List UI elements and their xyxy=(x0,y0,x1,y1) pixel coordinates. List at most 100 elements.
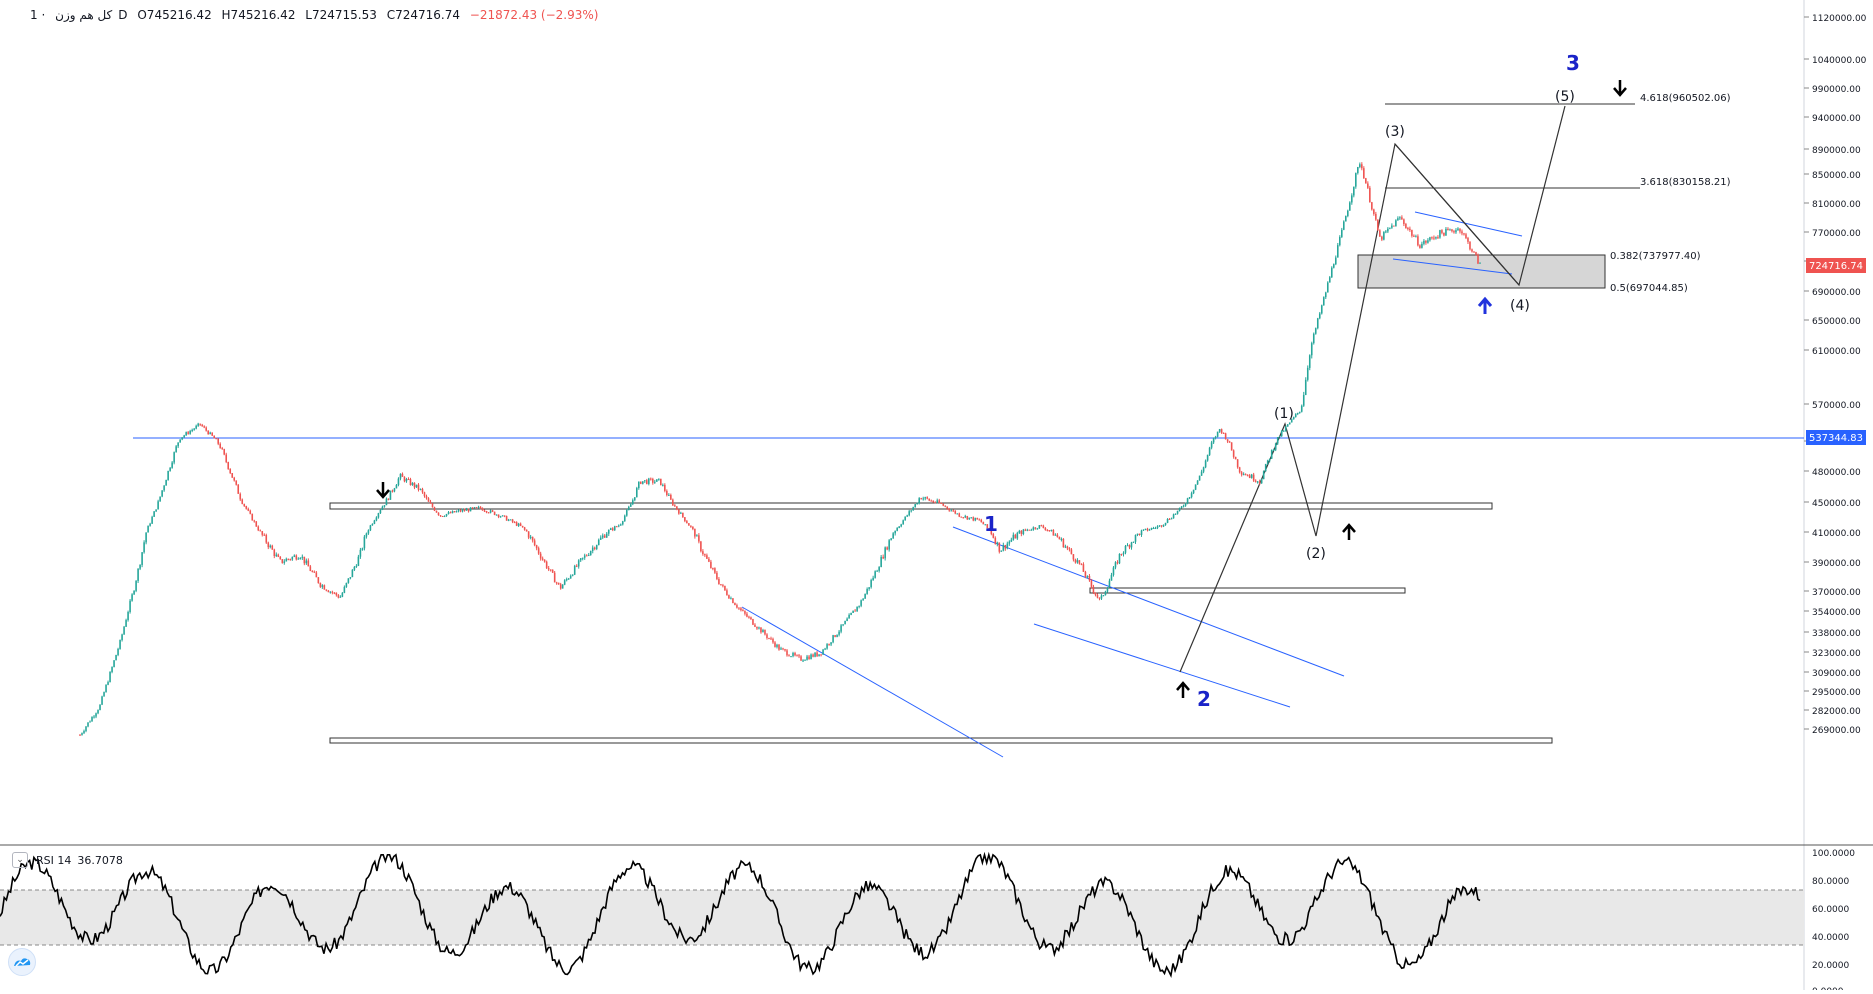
candle-body xyxy=(227,462,230,469)
candle-body xyxy=(223,449,226,455)
candle-body xyxy=(1088,575,1091,581)
candle-body xyxy=(133,590,135,595)
candle-body xyxy=(205,427,207,431)
candle-body xyxy=(1010,539,1013,542)
candle-body xyxy=(1371,202,1373,210)
candle-body xyxy=(1389,227,1391,229)
candle-body xyxy=(491,510,494,512)
candle-body xyxy=(1439,230,1441,238)
candle-body xyxy=(275,554,278,556)
price-tick-label: 390000.00 xyxy=(1812,559,1861,569)
candle-body xyxy=(766,634,768,638)
candle-body xyxy=(1002,545,1005,551)
candle-body xyxy=(1070,549,1073,555)
candle-body xyxy=(383,505,386,507)
candle-body xyxy=(1098,597,1101,599)
candle-body xyxy=(1359,164,1361,168)
candle-body xyxy=(952,510,955,512)
candle-body xyxy=(1148,529,1151,531)
candle-body xyxy=(862,598,864,601)
candle-body xyxy=(183,435,185,438)
candle-body xyxy=(1403,219,1405,225)
candle-body xyxy=(662,484,664,486)
candle-body xyxy=(595,544,598,549)
candle-body xyxy=(1064,546,1067,548)
candle-body xyxy=(1136,533,1139,535)
candle-body xyxy=(335,592,338,596)
candle-body xyxy=(521,525,524,528)
candle-body xyxy=(387,498,390,500)
candle-body xyxy=(762,630,764,633)
candle-body xyxy=(357,556,360,566)
candle-body xyxy=(882,556,884,559)
candle-body xyxy=(1194,484,1197,490)
chevron-down-icon[interactable]: ⌄ xyxy=(12,852,28,868)
candle-body xyxy=(692,526,694,529)
candle-body xyxy=(287,558,290,560)
candle-body xyxy=(1092,586,1095,593)
candle-body xyxy=(1272,449,1275,451)
candle-body xyxy=(698,535,700,542)
candle-body xyxy=(1361,164,1363,169)
candle-body xyxy=(1058,536,1061,540)
ohlc-low: L724715.53 xyxy=(305,8,377,22)
candle-body xyxy=(1056,534,1059,537)
candle-body xyxy=(399,473,402,479)
candle-body xyxy=(495,514,498,516)
price-tick-label: 650000.00 xyxy=(1812,317,1861,327)
candle-body xyxy=(1304,379,1307,395)
candle-body xyxy=(782,648,784,650)
candle-body xyxy=(171,462,173,468)
candle-body xyxy=(672,499,674,506)
candle-body xyxy=(756,626,758,629)
candle-body xyxy=(1018,530,1021,533)
candle-body xyxy=(1308,355,1311,368)
price-tick-label: 850000.00 xyxy=(1812,171,1861,181)
candle-body xyxy=(555,582,558,584)
candle-body xyxy=(331,591,334,593)
candle-body xyxy=(239,493,242,500)
candle-body xyxy=(1214,436,1217,439)
candle-body xyxy=(1140,530,1143,535)
candle-body xyxy=(1224,433,1227,440)
wave-label-minor-3: (3) xyxy=(1385,124,1405,140)
candle-body xyxy=(421,488,424,493)
ohlc-high: H745216.42 xyxy=(221,8,296,22)
level-flag xyxy=(1806,430,1866,445)
candle-body xyxy=(1349,202,1351,211)
candle-body xyxy=(79,734,81,736)
candle-body xyxy=(271,545,274,550)
candle-body xyxy=(187,432,189,434)
fib-label-05: 0.5(697044.85) xyxy=(1610,283,1688,294)
tradingview-logo-icon[interactable] xyxy=(8,948,36,976)
symbol-name[interactable]: کل هم وزن xyxy=(55,8,113,22)
candle-body xyxy=(449,512,452,514)
candle-body xyxy=(802,660,804,662)
candle-body xyxy=(1332,264,1335,268)
candle-body xyxy=(1284,426,1287,431)
candle-body xyxy=(1441,230,1443,233)
candle-body xyxy=(355,565,358,567)
candle-body xyxy=(233,477,236,481)
candle-body xyxy=(423,492,426,497)
candle-body xyxy=(1318,313,1321,319)
candle-body xyxy=(1082,564,1085,572)
candle-body xyxy=(163,485,165,491)
interval-label[interactable]: 1D xyxy=(30,8,128,22)
candle-body xyxy=(1250,474,1253,478)
candle-body xyxy=(505,516,508,521)
candle-body xyxy=(255,521,258,527)
candle-body xyxy=(195,425,197,429)
candle-body xyxy=(453,511,456,513)
candle-body xyxy=(1190,493,1193,498)
candle-body xyxy=(942,503,945,506)
candle-body xyxy=(1106,587,1109,592)
candle-body xyxy=(760,627,762,633)
candle-body xyxy=(121,634,123,641)
trendlines xyxy=(741,211,1523,758)
candle-body xyxy=(213,435,215,439)
wave-label-major-2: 2 xyxy=(1197,687,1211,711)
candle-body xyxy=(119,640,121,649)
